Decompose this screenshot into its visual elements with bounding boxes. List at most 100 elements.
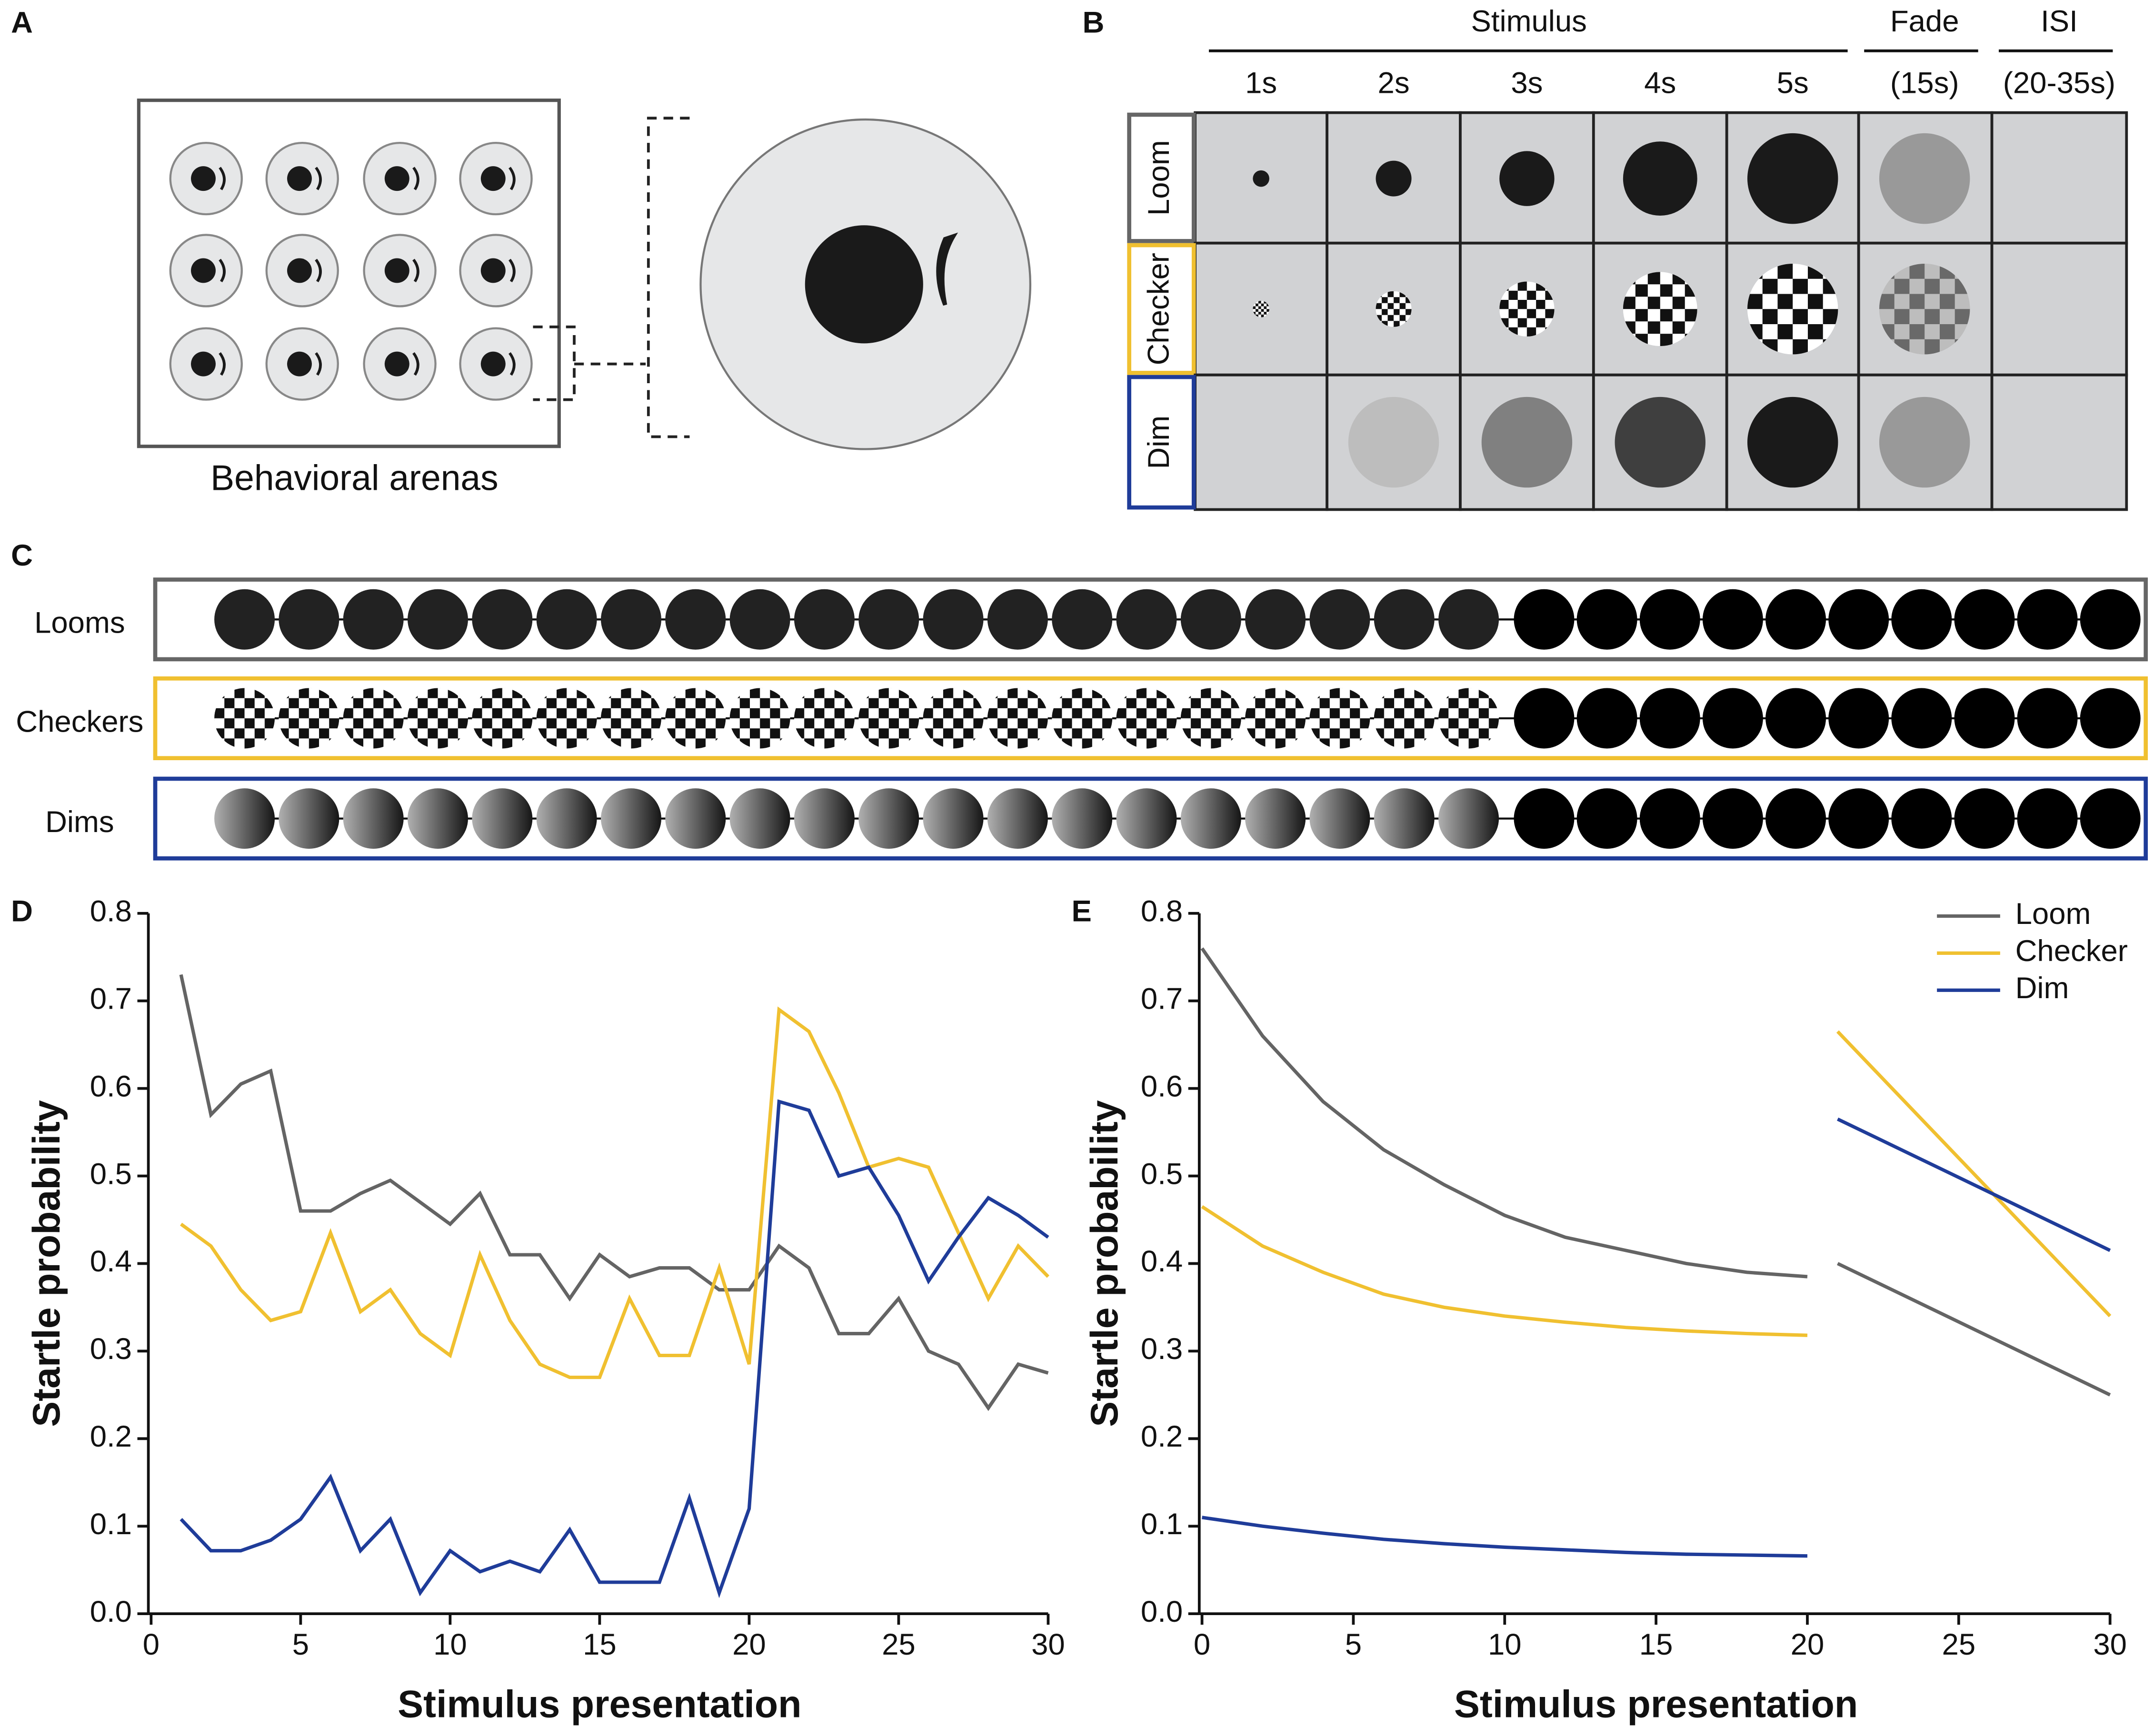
cell — [1990, 373, 2128, 511]
label: 5 — [292, 1628, 309, 1661]
label: Fade — [1890, 5, 1959, 38]
sequence-stimulus — [1891, 788, 1952, 849]
sequence-stimulus — [343, 788, 404, 849]
label: 1s — [1245, 67, 1277, 100]
sequence-stimulus — [1374, 788, 1435, 849]
sequence-stimulus — [1954, 589, 2015, 650]
sequence-stimulus — [279, 788, 339, 849]
sequence-stimulus — [279, 589, 339, 650]
sequence-frame — [153, 577, 2148, 662]
well-stimulus — [480, 166, 506, 191]
row-label-box — [1127, 243, 1196, 375]
label: Loom — [2015, 897, 2091, 931]
bracket — [533, 117, 690, 438]
sequence-stimulus — [1116, 589, 1177, 650]
label: 20 — [1791, 1628, 1825, 1661]
arena-frame — [137, 99, 561, 448]
label: 2s — [1378, 67, 1410, 100]
sequence-frame — [153, 676, 2148, 761]
sequence-stimulus — [1765, 589, 1826, 650]
sequence-stimulus — [600, 788, 661, 849]
well-stimulus — [287, 258, 312, 283]
sequence-stimulus — [1116, 788, 1177, 849]
sequence-stimulus — [343, 589, 404, 650]
sequence-stimulus — [600, 688, 661, 749]
label: Checkers — [16, 705, 143, 738]
series-line — [1836, 1262, 2111, 1397]
label: Dim — [1142, 416, 1176, 469]
well-stimulus — [191, 351, 216, 377]
sequence-stimulus — [987, 788, 1048, 849]
fish — [412, 352, 419, 376]
sequence-stimulus — [987, 589, 1048, 650]
label: 0.6 — [90, 1070, 132, 1103]
row-label-box — [1127, 375, 1196, 510]
dim-stimulus — [1615, 397, 1705, 488]
loom-stimulus — [1747, 133, 1838, 224]
series-line — [1200, 947, 1808, 1279]
label: 0.5 — [90, 1157, 132, 1190]
label: E — [1071, 894, 1091, 928]
sequence-stimulus — [1116, 688, 1177, 749]
sequence-stimulus — [536, 589, 597, 650]
label: 0.7 — [90, 982, 132, 1015]
sequence-stimulus — [2017, 788, 2078, 849]
loom-stimulus — [1253, 170, 1269, 187]
label: 0.5 — [1141, 1157, 1183, 1190]
fish — [219, 352, 226, 376]
label: 0.8 — [90, 894, 132, 928]
label: 25 — [882, 1628, 916, 1661]
sequence-stimulus — [472, 788, 533, 849]
loom-stimulus — [1376, 160, 1412, 197]
dim-stimulus — [1348, 397, 1439, 488]
label: Behavioral arenas — [210, 458, 499, 498]
sequence-stimulus — [1180, 688, 1241, 749]
label: 4s — [1644, 67, 1676, 100]
series-line — [180, 1006, 1049, 1379]
label: ISI — [2041, 5, 2078, 38]
sequence-stimulus — [536, 688, 597, 749]
fish — [315, 352, 322, 376]
well-stimulus — [287, 351, 312, 377]
label: Loom — [1142, 140, 1176, 216]
fish — [509, 167, 516, 190]
sequence-stimulus — [1765, 688, 1826, 749]
label: C — [11, 539, 33, 572]
label: Stimulus presentation — [1454, 1683, 1858, 1726]
sequence-stimulus — [1052, 688, 1113, 749]
sequence-stimulus — [665, 589, 726, 650]
series-line — [179, 974, 1049, 1411]
checker-stimulus — [1747, 264, 1838, 355]
checker-stimulus — [1623, 272, 1697, 347]
sequence-stimulus — [1052, 788, 1113, 849]
label: 0.2 — [90, 1420, 132, 1453]
loom-fade — [1879, 133, 1970, 224]
sequence-stimulus — [408, 589, 468, 650]
sequence-stimulus — [1309, 589, 1370, 650]
sequence-stimulus — [2080, 788, 2141, 849]
sequence-stimulus — [665, 788, 726, 849]
sequence-stimulus — [536, 788, 597, 849]
sequence-stimulus — [1245, 788, 1306, 849]
checker-stimulus — [1499, 281, 1555, 337]
well-stimulus — [480, 351, 506, 377]
sequence-stimulus — [729, 589, 790, 650]
label: 25 — [1942, 1628, 1976, 1661]
sequence-stimulus — [279, 688, 339, 749]
fish — [315, 258, 322, 283]
sequence-stimulus — [1702, 589, 1763, 650]
label: 0.4 — [1141, 1245, 1183, 1278]
cell — [1990, 111, 2128, 245]
fish — [219, 258, 226, 283]
sequence-stimulus — [729, 688, 790, 749]
sequence-stimulus — [214, 788, 275, 849]
label: Stimulus — [1471, 5, 1587, 38]
series-line — [180, 1099, 1049, 1598]
sequence-stimulus — [1954, 688, 2015, 749]
sequence-stimulus — [1514, 589, 1575, 650]
sequence-stimulus — [1891, 688, 1952, 749]
checker-stimulus — [1253, 300, 1269, 317]
label: 10 — [433, 1628, 467, 1661]
label: A — [11, 6, 33, 40]
